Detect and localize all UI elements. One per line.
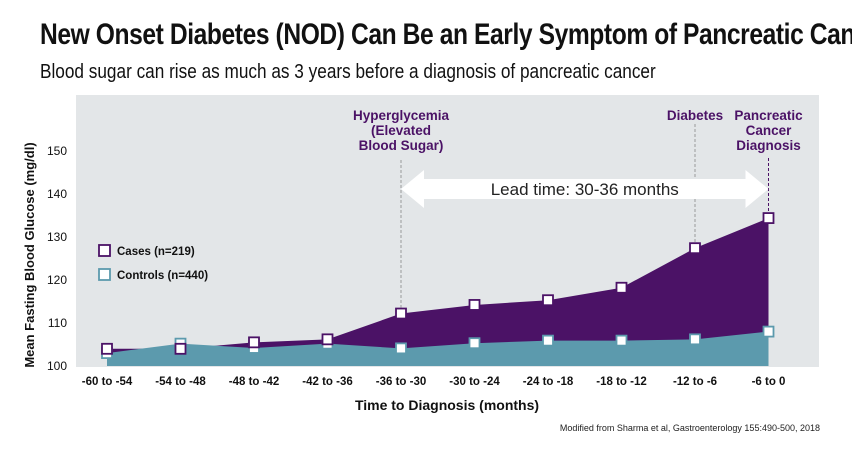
cases-point: [762, 212, 775, 224]
cases-point: [468, 299, 481, 311]
lead-time-label: Lead time: 30-36 months: [491, 180, 679, 199]
controls-point: [689, 333, 701, 346]
diagnosis-annotation: Pancreatic Cancer Diagnosis: [734, 108, 803, 153]
series-areas: [107, 218, 769, 366]
legend-label: Cases (n=219): [117, 246, 195, 258]
cases-point: [101, 342, 113, 355]
cases-point: [542, 294, 554, 307]
x-tick-label: -60 to -54: [82, 376, 133, 388]
chart-subtitle: Blood sugar can rise as much as 3 years …: [40, 61, 656, 83]
source-note: Modified from Sharma et al, Gastroentero…: [559, 423, 820, 433]
y-axis-label: Mean Fasting Blood Glucose (mg/dl): [22, 142, 37, 367]
lead-time-arrow: Lead time: 30-36 months: [401, 170, 769, 208]
chart-title: New Onset Diabetes (NOD) Can Be an Early…: [40, 18, 852, 51]
legend-label: Controls (n=440): [117, 270, 208, 282]
hyperglycemia-annotation: Hyperglycemia (Elevated Blood Sugar): [353, 108, 450, 153]
diabetes-annotation: Diabetes: [667, 108, 723, 123]
legend-swatch: [98, 268, 111, 281]
x-tick-label: -18 to -12: [596, 376, 647, 388]
controls-point: [762, 325, 775, 338]
controls-area: [107, 331, 769, 366]
cases-point: [395, 307, 407, 320]
controls-point: [615, 334, 628, 347]
controls-point: [542, 334, 554, 347]
controls-point: [468, 337, 481, 350]
x-tick-label: -54 to -48: [155, 376, 206, 388]
series-markers: [101, 212, 775, 360]
y-tick-label: 100: [47, 359, 67, 373]
x-tick-label: -24 to -18: [523, 376, 574, 388]
cases-point: [248, 336, 260, 349]
y-tick-label: 130: [47, 230, 67, 244]
lead-time-arrow-shape: [401, 170, 769, 208]
y-tick-label: 150: [47, 144, 67, 158]
x-tick-label: -42 to -36: [302, 376, 353, 388]
x-tick-label: -30 to -24: [449, 376, 500, 388]
annotation-labels: Hyperglycemia (Elevated Blood Sugar) Diabet…: [353, 108, 803, 153]
axis-ticks: 100 110 120 130 140 150 -60 to -54 -54 to -48 -4…: [47, 144, 785, 388]
cases-point: [174, 342, 187, 355]
x-tick-label: -12 to -6: [673, 376, 717, 388]
x-tick-label: -6 to 0: [752, 376, 786, 388]
cases-point: [321, 333, 334, 346]
legend-swatch: [98, 244, 111, 257]
y-tick-label: 140: [47, 187, 67, 201]
controls-point: [395, 342, 407, 355]
y-tick-label: 110: [48, 316, 67, 330]
x-tick-label: -48 to -42: [229, 376, 280, 388]
annotation-guides: [400, 124, 769, 308]
legend: Cases (n=219) Controls (n=440): [98, 244, 208, 282]
x-tick-label: -36 to -30: [376, 376, 427, 388]
cases-area: [107, 218, 769, 366]
y-tick-label: 120: [47, 273, 67, 287]
cases-point: [615, 281, 628, 294]
cases-point: [689, 242, 701, 255]
x-axis-label: Time to Diagnosis (months): [355, 397, 539, 413]
